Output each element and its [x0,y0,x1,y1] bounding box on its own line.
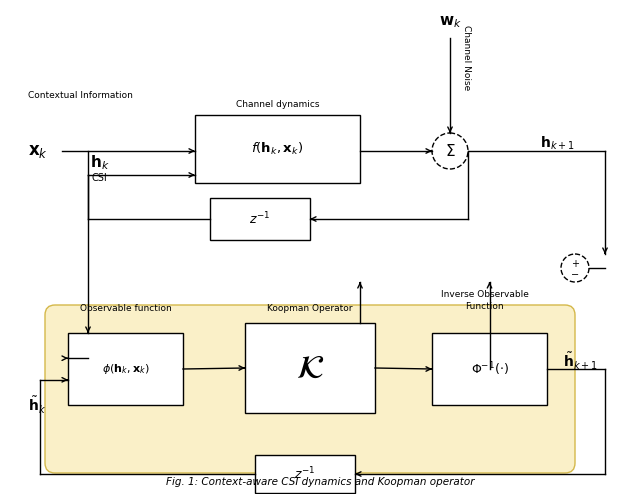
Text: $\tilde{\mathbf{h}}_k$: $\tilde{\mathbf{h}}_k$ [28,395,46,415]
Text: Observable function: Observable function [79,303,172,313]
Text: $\Phi^{-1}(\cdot)$: $\Phi^{-1}(\cdot)$ [470,360,508,378]
Text: $\tilde{\mathbf{h}}_{k+1}$: $\tilde{\mathbf{h}}_{k+1}$ [563,350,598,371]
Bar [68,333,183,405]
Text: Inverse Observable: Inverse Observable [440,289,529,298]
Text: Contextual Information: Contextual Information [28,90,133,99]
Circle shape [432,133,468,169]
Bar [255,455,355,493]
Text: $\mathbf{h}_{k+1}$: $\mathbf{h}_{k+1}$ [540,134,575,152]
Text: $\mathcal{K}$: $\mathcal{K}$ [296,352,324,384]
Text: $\Sigma$: $\Sigma$ [445,143,455,159]
Text: $\mathbf{h}_k$: $\mathbf{h}_k$ [90,154,109,172]
Text: Channel Noise: Channel Noise [462,25,471,90]
FancyBboxPatch shape [45,305,575,473]
Text: $\mathbf{x}_k$: $\mathbf{x}_k$ [28,142,48,160]
Text: $\phi(\mathbf{h}_k, \mathbf{x}_k)$: $\phi(\mathbf{h}_k, \mathbf{x}_k)$ [102,362,149,376]
Bar [210,198,310,240]
Text: +: + [571,259,579,269]
Bar [195,115,360,183]
Text: Function: Function [465,301,504,311]
Text: Fig. 1: Context-aware CSI dynamics and Koopman operator: Fig. 1: Context-aware CSI dynamics and K… [166,477,474,487]
Text: $z^{-1}$: $z^{-1}$ [294,466,316,482]
Text: $-$: $-$ [570,268,580,278]
Text: Koopman Operator: Koopman Operator [268,303,353,313]
Bar [245,323,375,413]
Text: $f(\mathbf{h}_k, \mathbf{x}_k)$: $f(\mathbf{h}_k, \mathbf{x}_k)$ [252,141,303,157]
Circle shape [561,254,589,282]
Text: Channel dynamics: Channel dynamics [236,100,319,109]
Text: $z^{-1}$: $z^{-1}$ [250,211,271,227]
Text: $\mathbf{w}_k$: $\mathbf{w}_k$ [438,14,461,30]
Bar [432,333,547,405]
Text: CSI: CSI [92,173,108,183]
